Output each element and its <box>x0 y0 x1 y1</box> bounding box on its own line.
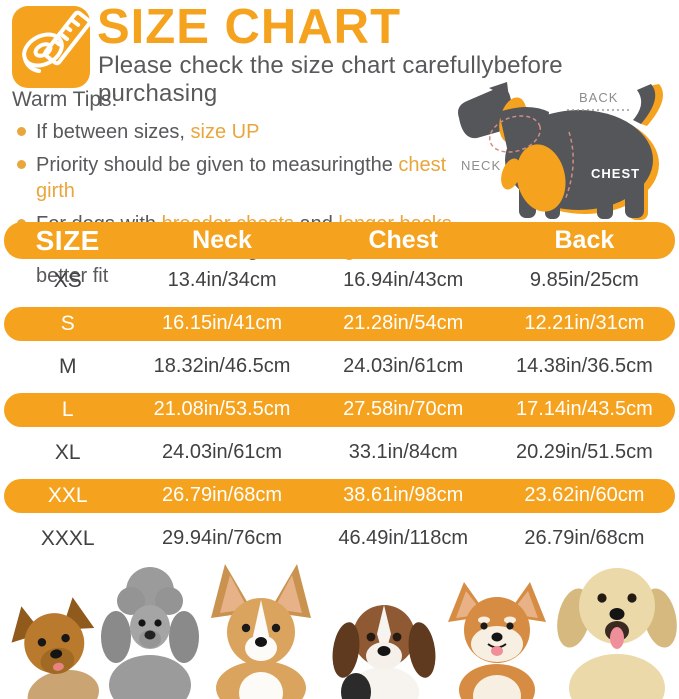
neck-cell: 18.32in/46.5cm <box>153 355 291 377</box>
chest-cell: 24.03in/61cm <box>343 355 464 377</box>
size-cell: XXL <box>47 483 88 507</box>
tip-text: If between sizes, <box>36 121 191 143</box>
tip-highlight: size UP <box>190 121 260 143</box>
table-row: L 21.08in/53.5cm 27.58in/70cm 17.14in/43.5c… <box>4 392 675 427</box>
size-cell: XL <box>54 440 81 464</box>
back-cell: 23.62in/60cm <box>524 484 645 506</box>
chest-cell: 21.28in/54cm <box>343 312 464 334</box>
golden-retriever-illustration <box>557 568 677 699</box>
tip-item: If between sizes, size UP <box>12 119 472 145</box>
shiba-inu-illustration <box>448 582 546 699</box>
table-row: XXXL 29.94in/76cm 46.49in/118cm 26.79in/68c… <box>4 517 675 560</box>
dog-diagram-illustration: BACK NECK CHEST <box>458 82 663 220</box>
table-row: XXL 26.79in/68cm 38.61in/98cm 23.62in/60cm <box>4 478 675 513</box>
tip-text: Priority should be given to measuringthe <box>36 154 399 176</box>
measuring-tape-icon <box>12 6 92 88</box>
table-row: S 16.15in/41cm 21.28in/54cm 12.21in/31cm <box>4 306 675 341</box>
neck-cell: 24.03in/61cm <box>162 441 283 463</box>
chest-cell: 27.58in/70cm <box>343 398 464 420</box>
yorkshire-terrier-illustration <box>11 597 99 699</box>
tip-highlight: chest girth <box>36 154 447 202</box>
tip-item: Priority should be given to measuringthe… <box>12 152 472 204</box>
size-table-body: XS 13.4in/34cm 16.94in/43cm 9.85in/25cm S 16.… <box>4 259 675 560</box>
size-cell: M <box>58 354 77 378</box>
column-header-chest: Chest <box>368 226 438 254</box>
corgi-illustration <box>211 564 311 699</box>
size-table-header: SIZE Neck Chest Back <box>4 222 675 259</box>
page-subtitle: Please check the size chart carefullybef… <box>98 52 563 107</box>
chest-cell: 16.94in/43cm <box>343 269 464 291</box>
measuring-tape-glyph <box>22 10 92 73</box>
back-cell: 20.29in/51.5cm <box>515 441 653 463</box>
column-header-back: Back <box>554 226 615 254</box>
neck-cell: 16.15in/41cm <box>162 312 283 334</box>
chest-cell: 33.1in/84cm <box>348 441 458 463</box>
back-cell: 12.21in/31cm <box>524 312 645 334</box>
size-cell: S <box>60 311 75 335</box>
table-row: XL 24.03in/61cm 33.1in/84cm 20.29in/51.5cm <box>4 431 675 474</box>
column-header-neck: Neck <box>192 226 252 254</box>
neck-cell: 29.94in/76cm <box>162 527 283 549</box>
beagle-illustration <box>332 605 436 699</box>
size-table: SIZE Neck Chest Back XS 13.4in/34cm 16.94i… <box>4 222 675 560</box>
diagram-chest-label: CHEST <box>591 166 640 181</box>
back-cell: 9.85in/25cm <box>529 269 639 291</box>
chest-cell: 38.61in/98cm <box>343 484 464 506</box>
neck-cell: 13.4in/34cm <box>167 269 277 291</box>
neck-cell: 21.08in/53.5cm <box>153 398 291 420</box>
size-cell: XXXL <box>40 526 95 550</box>
neck-cell: 26.79in/68cm <box>162 484 283 506</box>
column-header-size: SIZE <box>35 224 100 256</box>
chest-cell: 46.49in/118cm <box>338 527 469 549</box>
poodle-illustration <box>101 567 199 699</box>
dog-measurement-diagram: BACK NECK CHEST <box>448 82 679 222</box>
back-cell: 17.14in/43.5cm <box>515 398 653 420</box>
size-cell: L <box>61 397 74 421</box>
table-row: XS 13.4in/34cm 16.94in/43cm 9.85in/25cm <box>4 259 675 302</box>
size-cell: XS <box>53 268 82 292</box>
diagram-back-label: BACK <box>579 90 618 105</box>
back-cell: 14.38in/36.5cm <box>515 355 653 377</box>
tips-heading: Warm Tips: <box>12 88 118 111</box>
page-title: SIZE CHART <box>97 0 401 54</box>
dog-breeds-row <box>0 553 679 699</box>
diagram-neck-label: NECK <box>461 158 501 173</box>
table-row: M 18.32in/46.5cm 24.03in/61cm 14.38in/36.5c… <box>4 345 675 388</box>
back-cell: 26.79in/68cm <box>524 527 645 549</box>
